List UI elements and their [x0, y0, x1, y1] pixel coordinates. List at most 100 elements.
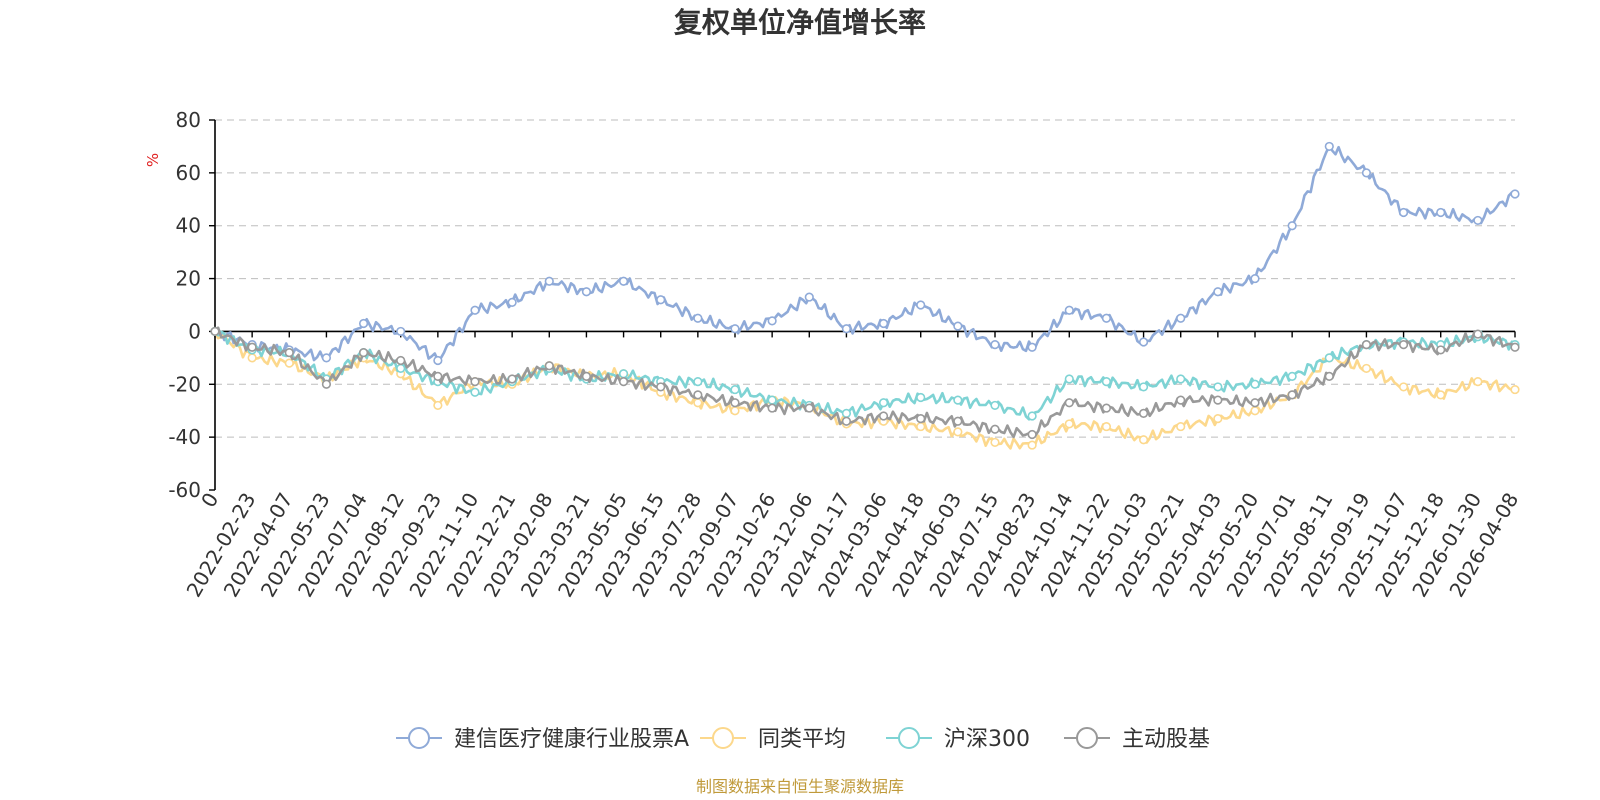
data-point [841, 324, 852, 334]
data-point [767, 395, 777, 405]
data-point [247, 353, 257, 363]
data-point [878, 318, 889, 329]
data-point [321, 353, 332, 363]
legend-label: 主动股基 [1122, 727, 1210, 752]
legend-item[interactable]: 主动股基 [1064, 727, 1210, 752]
legend-label: 建信医疗健康行业股票A [454, 727, 689, 752]
data-point [1398, 382, 1409, 392]
data-point [1176, 313, 1186, 323]
y-axis-ticks: 80 60 40 20 0 -20 -40 -60 [168, 108, 215, 502]
data-point [1138, 408, 1149, 418]
data-point [804, 292, 814, 302]
data-point [916, 421, 926, 432]
source-note: 制图数据来自恒生聚源数据库 [696, 777, 904, 796]
data-point [1101, 403, 1112, 413]
data-point [953, 427, 963, 437]
data-point [730, 324, 740, 334]
data-point [1510, 384, 1520, 395]
data-point [1473, 215, 1483, 226]
y-tick-label: 80 [176, 108, 201, 132]
data-point [1064, 374, 1074, 384]
data-point [433, 371, 443, 381]
series-line [213, 330, 1517, 450]
data-point [1473, 377, 1483, 387]
data-point [284, 358, 294, 368]
legend-item[interactable]: 建信医疗健康行业股票A [396, 727, 689, 752]
data-point [1287, 390, 1297, 400]
data-point [953, 416, 963, 426]
x-tick-label: 0 [196, 489, 223, 512]
data-point [1287, 371, 1297, 381]
series-lines [210, 141, 1520, 450]
y-tick-label: -60 [168, 478, 201, 502]
data-point [730, 398, 740, 408]
data-point [693, 398, 703, 408]
y-tick-label: 20 [176, 267, 201, 291]
data-point [1213, 287, 1223, 297]
legend-marker [712, 727, 734, 749]
data-point [1287, 221, 1297, 231]
data-point [693, 313, 703, 323]
data-point [1436, 207, 1446, 218]
data-point [916, 414, 926, 424]
data-point [1027, 342, 1037, 352]
y-axis-unit: % [144, 153, 162, 167]
data-point [1324, 371, 1334, 381]
data-point [1138, 435, 1149, 445]
y-tick-label: 40 [176, 214, 201, 238]
data-point [990, 424, 1000, 434]
data-point [1436, 390, 1446, 400]
data-point [618, 369, 629, 379]
series-line [213, 145, 1517, 362]
data-point [1101, 377, 1112, 387]
data-point [878, 411, 889, 421]
data-point [693, 390, 703, 400]
data-point [916, 300, 926, 310]
data-point [1250, 398, 1260, 408]
data-point [1213, 395, 1223, 405]
data-point [470, 377, 480, 387]
data-point [1510, 342, 1520, 352]
data-point [767, 403, 777, 413]
data-point [1176, 374, 1186, 384]
series-line [213, 326, 1517, 439]
data-point [1138, 337, 1149, 347]
data-point [1250, 379, 1260, 389]
data-point [1027, 440, 1037, 450]
data-point [284, 347, 294, 358]
legend-item[interactable]: 沪深300 [886, 727, 1030, 752]
y-tick-label: 0 [188, 319, 201, 343]
data-point [507, 297, 517, 307]
legend-item[interactable]: 同类平均 [700, 727, 846, 752]
data-point [841, 416, 852, 426]
chart-title: 复权单位净值增长率 [674, 6, 926, 39]
data-point [730, 384, 740, 395]
data-point [1436, 345, 1446, 355]
data-point [1213, 382, 1223, 392]
data-point [1064, 305, 1074, 315]
data-point [953, 321, 963, 331]
data-point [1064, 419, 1074, 429]
legend-label: 同类平均 [758, 727, 846, 752]
data-point [1027, 429, 1037, 440]
data-point [878, 398, 889, 408]
data-point [358, 347, 369, 358]
data-point [1361, 168, 1372, 178]
data-point [433, 400, 443, 411]
data-point [656, 295, 666, 305]
data-point [1250, 273, 1260, 284]
data-point [1138, 382, 1149, 392]
data-point [358, 318, 369, 329]
data-point [953, 395, 963, 405]
data-point [1398, 340, 1409, 350]
y-tick-label: -40 [168, 425, 201, 449]
legend-marker [1076, 727, 1098, 749]
y-tick-label: 60 [176, 161, 201, 185]
data-point [544, 276, 554, 286]
y-tick-label: -20 [168, 372, 201, 396]
data-point [1324, 141, 1334, 152]
data-point [916, 392, 926, 403]
data-point [1510, 189, 1520, 199]
data-point [1064, 398, 1074, 408]
data-point [470, 305, 480, 315]
